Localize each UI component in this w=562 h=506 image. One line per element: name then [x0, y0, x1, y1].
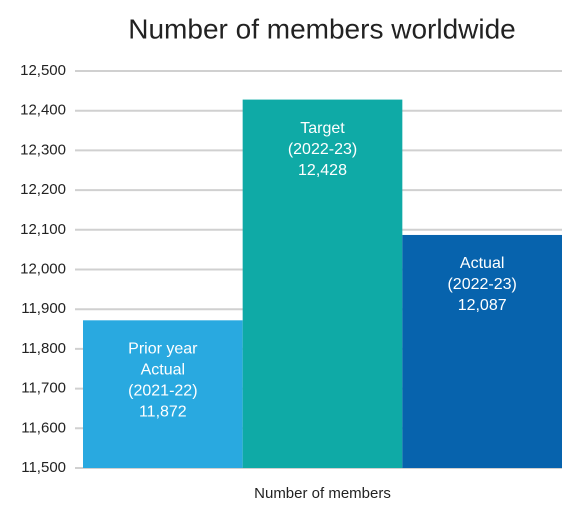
- x-axis-label: Number of members: [254, 485, 391, 502]
- bar: [242, 99, 403, 469]
- bar-series-label: Actual: [141, 362, 185, 379]
- y-tick-label: 12,400: [20, 102, 66, 119]
- bar: [402, 234, 562, 468]
- data-label: 11,872: [139, 404, 187, 421]
- y-tick-label: 11,800: [21, 340, 66, 357]
- bar: [83, 320, 243, 468]
- y-tick-label: 11,500: [21, 459, 66, 476]
- bar-series-label: (2021-22): [128, 383, 197, 400]
- y-tick-label: 11,900: [21, 300, 66, 317]
- bar-series-label: Prior year: [128, 341, 198, 358]
- bar-series-label: Target: [300, 120, 345, 137]
- data-label: 12,428: [298, 162, 347, 179]
- y-tick-label: 11,600: [21, 419, 66, 436]
- y-tick-label: 12,100: [20, 221, 66, 238]
- y-tick-label: 12,300: [20, 141, 66, 158]
- y-tick-label: 11,700: [21, 380, 66, 397]
- bar-series-label: Actual: [460, 255, 504, 272]
- y-tick-label: 12,200: [20, 181, 66, 198]
- bar-series-label: (2022-23): [288, 141, 357, 158]
- chart-title: Number of members worldwide: [128, 13, 515, 44]
- data-label: 12,087: [458, 297, 507, 314]
- bar-series-label: (2022-23): [447, 276, 516, 293]
- y-tick-label: 12,000: [20, 260, 66, 277]
- y-tick-label: 12,500: [20, 62, 66, 79]
